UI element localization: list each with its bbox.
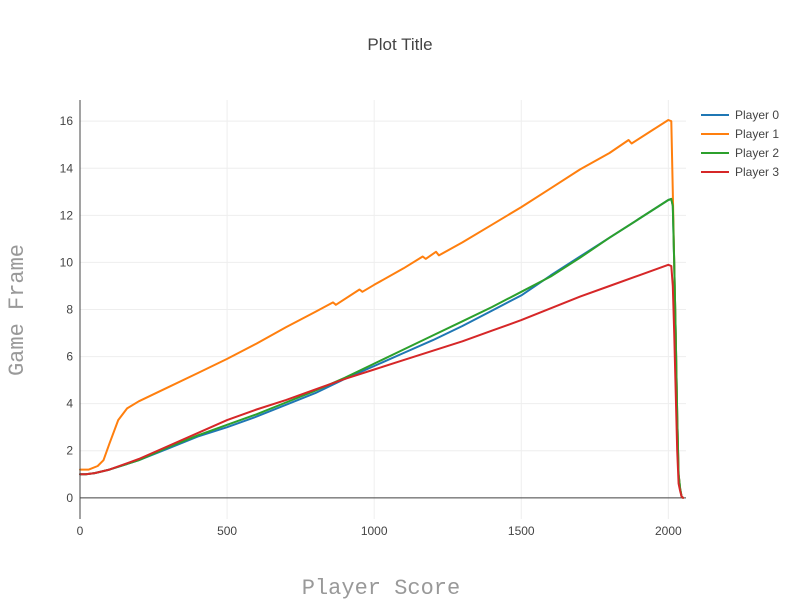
y-tick-label: 2	[66, 444, 73, 458]
x-tick-label: 1000	[361, 524, 388, 538]
y-tick-label: 6	[66, 350, 73, 364]
x-tick-label: 2000	[655, 524, 682, 538]
y-tick-label: 8	[66, 303, 73, 317]
series-lines	[79, 119, 685, 499]
legend-item-player-1[interactable]: Player 1	[701, 127, 779, 141]
legend-item-player-0[interactable]: Player 0	[701, 108, 779, 122]
y-tick-label: 4	[66, 397, 73, 411]
y-axis-title: Game Frame	[5, 244, 30, 376]
y-tick-label: 0	[66, 491, 73, 505]
series-line-player-3	[79, 263, 685, 499]
legend: Player 0 Player 1 Player 2 Player 3	[701, 108, 779, 179]
x-tick-labels: 0 500 1000 1500 2000	[77, 524, 682, 538]
y-tick-label: 16	[60, 114, 74, 128]
legend-label: Player 3	[735, 165, 779, 179]
legend-item-player-3[interactable]: Player 3	[701, 165, 779, 179]
grid	[79, 100, 686, 519]
series-line-player-1	[79, 119, 685, 499]
y-tick-label: 14	[60, 161, 74, 175]
legend-label: Player 2	[735, 146, 779, 160]
chart-title: Plot Title	[367, 35, 432, 54]
x-tick-label: 0	[77, 524, 84, 538]
y-tick-label: 10	[60, 255, 74, 269]
legend-item-player-2[interactable]: Player 2	[701, 146, 779, 160]
y-tick-labels: 0 2 4 6 8 10 12 14 16	[60, 114, 74, 505]
y-tick-label: 12	[60, 208, 74, 222]
series-line-player-2	[79, 197, 685, 499]
x-axis-title: Player Score	[302, 576, 460, 600]
series-line-player-0	[79, 197, 685, 499]
x-tick-label: 500	[217, 524, 237, 538]
legend-label: Player 0	[735, 108, 779, 122]
legend-label: Player 1	[735, 127, 779, 141]
x-tick-label: 1500	[508, 524, 535, 538]
